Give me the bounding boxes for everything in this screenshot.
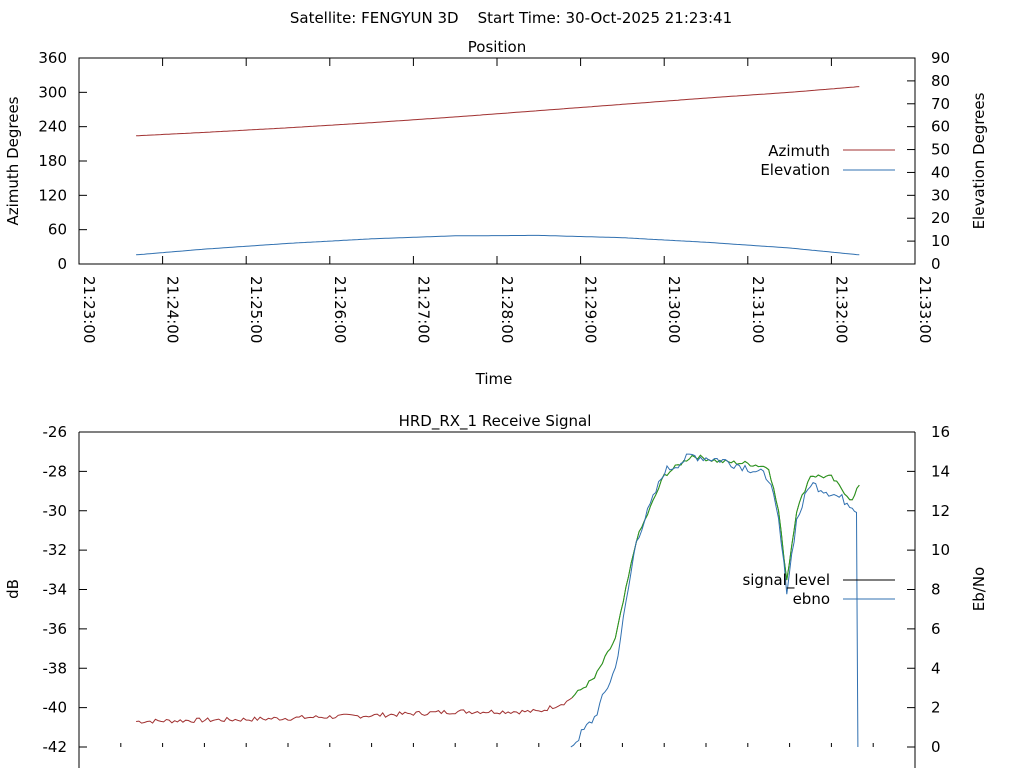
left-tick-label: -38 — [43, 659, 68, 677]
signal-legend: signal_level ebno — [742, 571, 895, 608]
position-legend: Azimuth Elevation — [760, 142, 895, 179]
right-tick-label: 20 — [931, 209, 950, 227]
signal-ebno-axis: 0 2 4 6 8 10 12 14 16 — [907, 423, 950, 756]
series-line-elevation — [136, 234, 860, 256]
x-tick-label: 21:26:00 — [331, 276, 349, 343]
left-tick-label: 240 — [38, 118, 67, 136]
signal-chart-title: HRD_RX_1 Receive Signal — [399, 412, 592, 431]
left-tick-label: 300 — [38, 83, 67, 101]
left-tick-label: 120 — [38, 186, 67, 204]
right-tick-label: 12 — [931, 502, 950, 520]
x-tick-label: 21:28:00 — [498, 276, 516, 343]
right-tick-label: 2 — [931, 699, 941, 717]
right-tick-label: 70 — [931, 95, 950, 113]
right-tick-label: 50 — [931, 141, 950, 159]
signal-time-axis — [78, 743, 916, 747]
x-tick-label: 21:32:00 — [832, 276, 850, 343]
right-tick-label: 10 — [931, 541, 950, 559]
left-tick-label: -42 — [43, 738, 68, 756]
x-tick-label: 21:33:00 — [916, 276, 934, 343]
left-tick-label: 60 — [48, 221, 67, 239]
left-tick-label: 180 — [38, 152, 67, 170]
left-tick-label: -28 — [43, 462, 68, 480]
left-tick-label: -30 — [43, 502, 68, 520]
position-chart-title: Position — [468, 38, 526, 56]
legend-label-signal-level: signal_level — [742, 571, 830, 590]
position-xlabel: Time — [475, 370, 513, 388]
legend-label-elevation: Elevation — [760, 161, 830, 179]
position-ylabel: Azimuth Degrees — [4, 96, 22, 225]
right-tick-label: 80 — [931, 72, 950, 90]
left-tick-label: -26 — [43, 423, 68, 441]
x-tick-label: 21:31:00 — [749, 276, 767, 343]
right-tick-label: 40 — [931, 163, 950, 181]
position-elevation-axis: 0 10 20 30 40 50 60 70 80 90 — [907, 49, 950, 273]
legend-label-azimuth: Azimuth — [768, 142, 830, 160]
right-tick-label: 16 — [931, 423, 950, 441]
position-series — [136, 86, 860, 256]
position-time-axis: 21:23:00 21:24:00 21:25:00 21:26:00 21:27:00… — [78, 58, 934, 343]
left-tick-label: 360 — [38, 49, 67, 67]
right-tick-label: 14 — [931, 462, 950, 480]
header-text: Satellite: FENGYUN 3D Start Time: 30-Oct… — [290, 9, 732, 27]
series-line-signal-level — [136, 454, 860, 724]
right-tick-label: 90 — [931, 49, 950, 67]
left-tick-label: -34 — [43, 581, 68, 599]
position-chart: Position 0 60 120 180 240 300 360 0 10 20 30 40 50 6… — [4, 38, 988, 388]
right-tick-label: 8 — [931, 581, 941, 599]
series-line-azimuth — [136, 86, 860, 137]
x-tick-label: 21:23:00 — [80, 276, 98, 343]
right-tick-label: 0 — [931, 738, 941, 756]
x-tick-label: 21:29:00 — [582, 276, 600, 343]
series-line-ebno — [570, 453, 859, 748]
position-azimuth-axis: 0 60 120 180 240 300 360 — [38, 49, 87, 273]
left-tick-label: -40 — [43, 699, 68, 717]
x-tick-label: 21:24:00 — [164, 276, 182, 343]
right-tick-label: 60 — [931, 118, 950, 136]
signal-series — [136, 453, 860, 748]
left-tick-label: -36 — [43, 620, 68, 638]
legend-label-ebno: ebno — [793, 590, 830, 608]
x-tick-label: 21:25:00 — [247, 276, 265, 343]
signal-y2label: Eb/No — [970, 567, 988, 611]
signal-ylabel: dB — [4, 579, 22, 599]
signal-db-axis: -42 -40 -38 -36 -34 -32 -30 -28 -26 — [43, 423, 87, 756]
right-tick-label: 30 — [931, 186, 950, 204]
x-tick-label: 21:27:00 — [414, 276, 432, 343]
x-tick-label: 21:30:00 — [665, 276, 683, 343]
signal-chart: HRD_RX_1 Receive Signal -42-40-38-36-34-… — [4, 412, 988, 768]
right-tick-label: 0 — [931, 255, 941, 273]
right-tick-label: 4 — [931, 659, 941, 677]
left-tick-label: -32 — [43, 541, 68, 559]
left-tick-label: 0 — [57, 255, 67, 273]
right-tick-label: 10 — [931, 232, 950, 250]
right-tick-label: 6 — [931, 620, 941, 638]
position-y2label: Elevation Degrees — [970, 92, 988, 229]
